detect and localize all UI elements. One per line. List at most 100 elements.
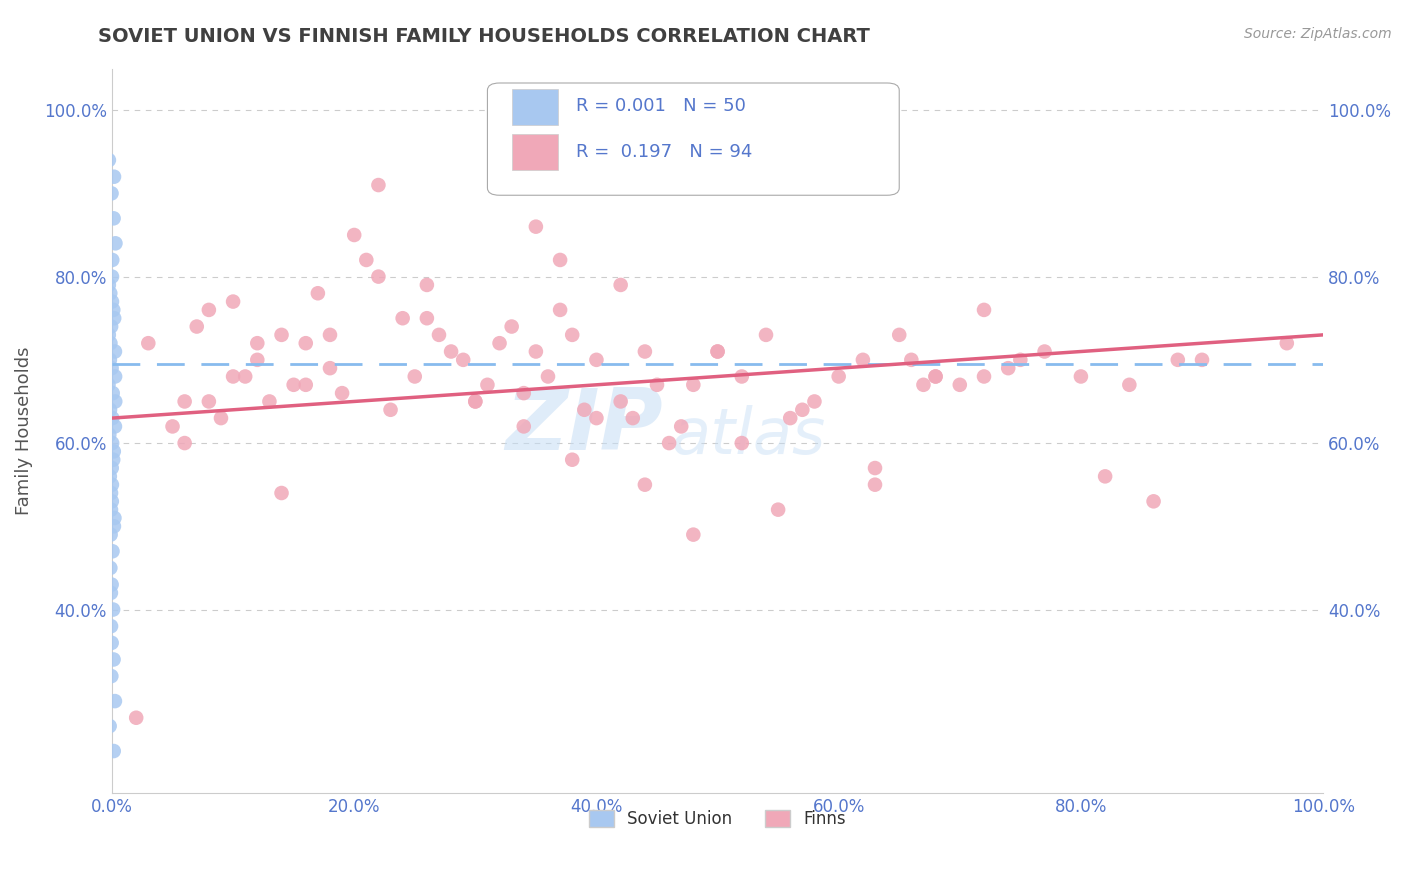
Point — [706, 344, 728, 359]
Point — [330, 386, 353, 401]
Point — [100, 186, 122, 201]
Point — [682, 377, 704, 392]
Point — [103, 311, 125, 326]
Point — [246, 352, 269, 367]
Point — [125, 711, 148, 725]
Point — [100, 669, 122, 683]
Point — [307, 286, 329, 301]
Point — [173, 436, 195, 450]
Point — [900, 352, 922, 367]
Point — [731, 369, 754, 384]
FancyBboxPatch shape — [512, 89, 558, 125]
Point — [561, 327, 583, 342]
Point — [863, 461, 886, 475]
Point — [98, 427, 121, 442]
Point — [104, 236, 127, 251]
Point — [104, 694, 127, 708]
Point — [100, 527, 122, 541]
Point — [98, 352, 121, 367]
Text: R =  0.197   N = 94: R = 0.197 N = 94 — [576, 143, 752, 161]
Point — [609, 277, 631, 292]
Point — [103, 652, 125, 666]
Text: R = 0.001   N = 50: R = 0.001 N = 50 — [576, 97, 745, 115]
Point — [103, 302, 125, 317]
Point — [101, 269, 124, 284]
Point — [101, 386, 124, 401]
Point — [997, 361, 1019, 376]
Point — [100, 486, 122, 500]
Point — [949, 377, 972, 392]
Point — [198, 394, 221, 409]
Point — [682, 527, 704, 541]
Text: Source: ZipAtlas.com: Source: ZipAtlas.com — [1244, 27, 1392, 41]
Point — [621, 411, 644, 425]
Point — [671, 419, 693, 434]
Point — [889, 327, 911, 342]
Point — [103, 744, 125, 758]
Point — [501, 319, 523, 334]
Point — [755, 327, 778, 342]
Point — [513, 386, 536, 401]
FancyBboxPatch shape — [512, 134, 558, 169]
Point — [634, 477, 657, 491]
Point — [103, 452, 125, 467]
Point — [524, 344, 547, 359]
Point — [477, 377, 499, 392]
Point — [98, 719, 121, 733]
Point — [100, 361, 122, 376]
Point — [98, 561, 121, 575]
Point — [319, 361, 342, 376]
Point — [222, 294, 245, 309]
Point — [100, 619, 122, 633]
Point — [100, 461, 122, 475]
Point — [103, 211, 125, 226]
Point — [101, 294, 124, 309]
Point — [101, 494, 124, 508]
Point — [103, 519, 125, 533]
Point — [548, 252, 571, 267]
Point — [100, 319, 122, 334]
Point — [451, 352, 474, 367]
Point — [488, 336, 510, 351]
Point — [343, 227, 366, 242]
Point — [924, 369, 946, 384]
Point — [259, 394, 281, 409]
Point — [731, 436, 754, 450]
Point — [270, 486, 292, 500]
Point — [973, 302, 995, 317]
Point — [101, 477, 124, 491]
Point — [97, 377, 120, 392]
Point — [100, 577, 122, 591]
Y-axis label: Family Households: Family Households — [15, 346, 32, 515]
Point — [391, 311, 413, 326]
Point — [246, 336, 269, 351]
Point — [103, 169, 125, 184]
Point — [101, 602, 124, 616]
Point — [658, 436, 681, 450]
Point — [104, 344, 127, 359]
Point — [1191, 352, 1213, 367]
Point — [609, 394, 631, 409]
Point — [464, 394, 486, 409]
Text: atlas: atlas — [672, 405, 825, 467]
Point — [101, 436, 124, 450]
Point — [548, 302, 571, 317]
Point — [98, 402, 121, 417]
Point — [97, 277, 120, 292]
Point — [233, 369, 256, 384]
Point — [186, 319, 208, 334]
Point — [1010, 352, 1032, 367]
Point — [1142, 494, 1164, 508]
Point — [104, 394, 127, 409]
Point — [645, 377, 668, 392]
Point — [104, 419, 127, 434]
Point — [367, 178, 389, 192]
Point — [464, 394, 486, 409]
Point — [319, 327, 342, 342]
Point — [97, 153, 120, 167]
Point — [162, 419, 184, 434]
Point — [706, 344, 728, 359]
Point — [100, 336, 122, 351]
Point — [98, 286, 121, 301]
Point — [294, 336, 316, 351]
